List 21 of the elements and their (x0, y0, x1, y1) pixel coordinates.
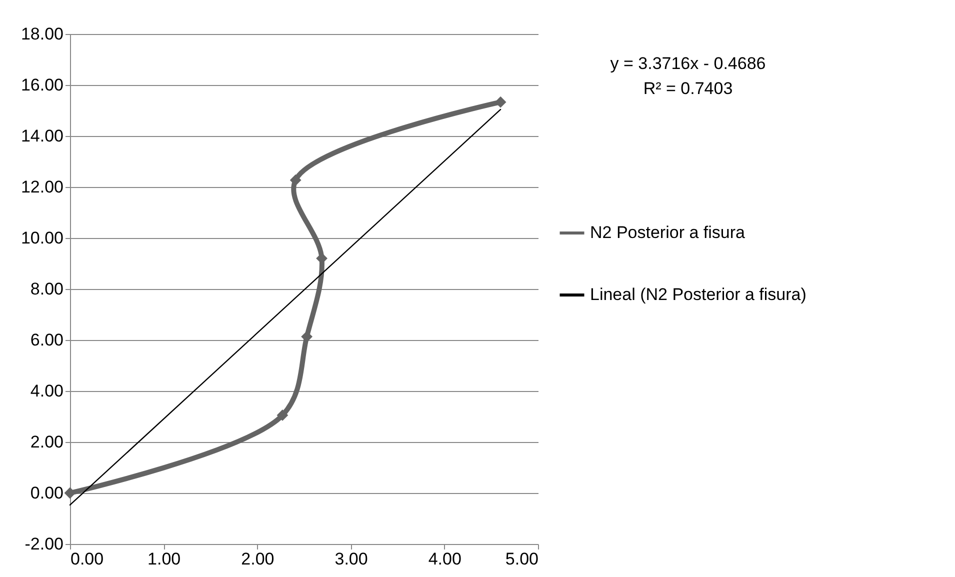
y-tick-label: 18.00 (20, 24, 64, 44)
y-tick-label: 12.00 (20, 178, 64, 196)
y-tick-label: 14.00 (20, 126, 64, 146)
legend-label: N2 Posterior a fisura (590, 223, 746, 242)
y-tick-label: 0.00 (30, 484, 64, 502)
y-tick-label: 6.00 (30, 330, 64, 350)
x-tick-label: 4.00 (428, 550, 462, 568)
text: R² = 0.7403 (643, 79, 733, 98)
y-tick-label: -2.00 (24, 534, 64, 554)
x-tick-label: 1.00 (148, 550, 181, 568)
x-tick-label: 5.00 (505, 550, 538, 568)
x-tick-label: 2.00 (241, 550, 274, 568)
y-tick-label: 4.00 (30, 382, 64, 400)
y-tick-label: 10.00 (20, 228, 64, 248)
y-tick-label: 2.00 (30, 432, 64, 452)
y-tick-label: 16.00 (20, 76, 64, 94)
legend-label: Lineal (N2 Posterior a fisura) (590, 285, 806, 304)
x-tick-label: 0.00 (70, 550, 104, 568)
text: y = 3.3716x - 0.4686 (610, 54, 766, 73)
y-tick-label: 8.00 (30, 280, 64, 298)
x-tick-label: 3.00 (334, 550, 368, 568)
